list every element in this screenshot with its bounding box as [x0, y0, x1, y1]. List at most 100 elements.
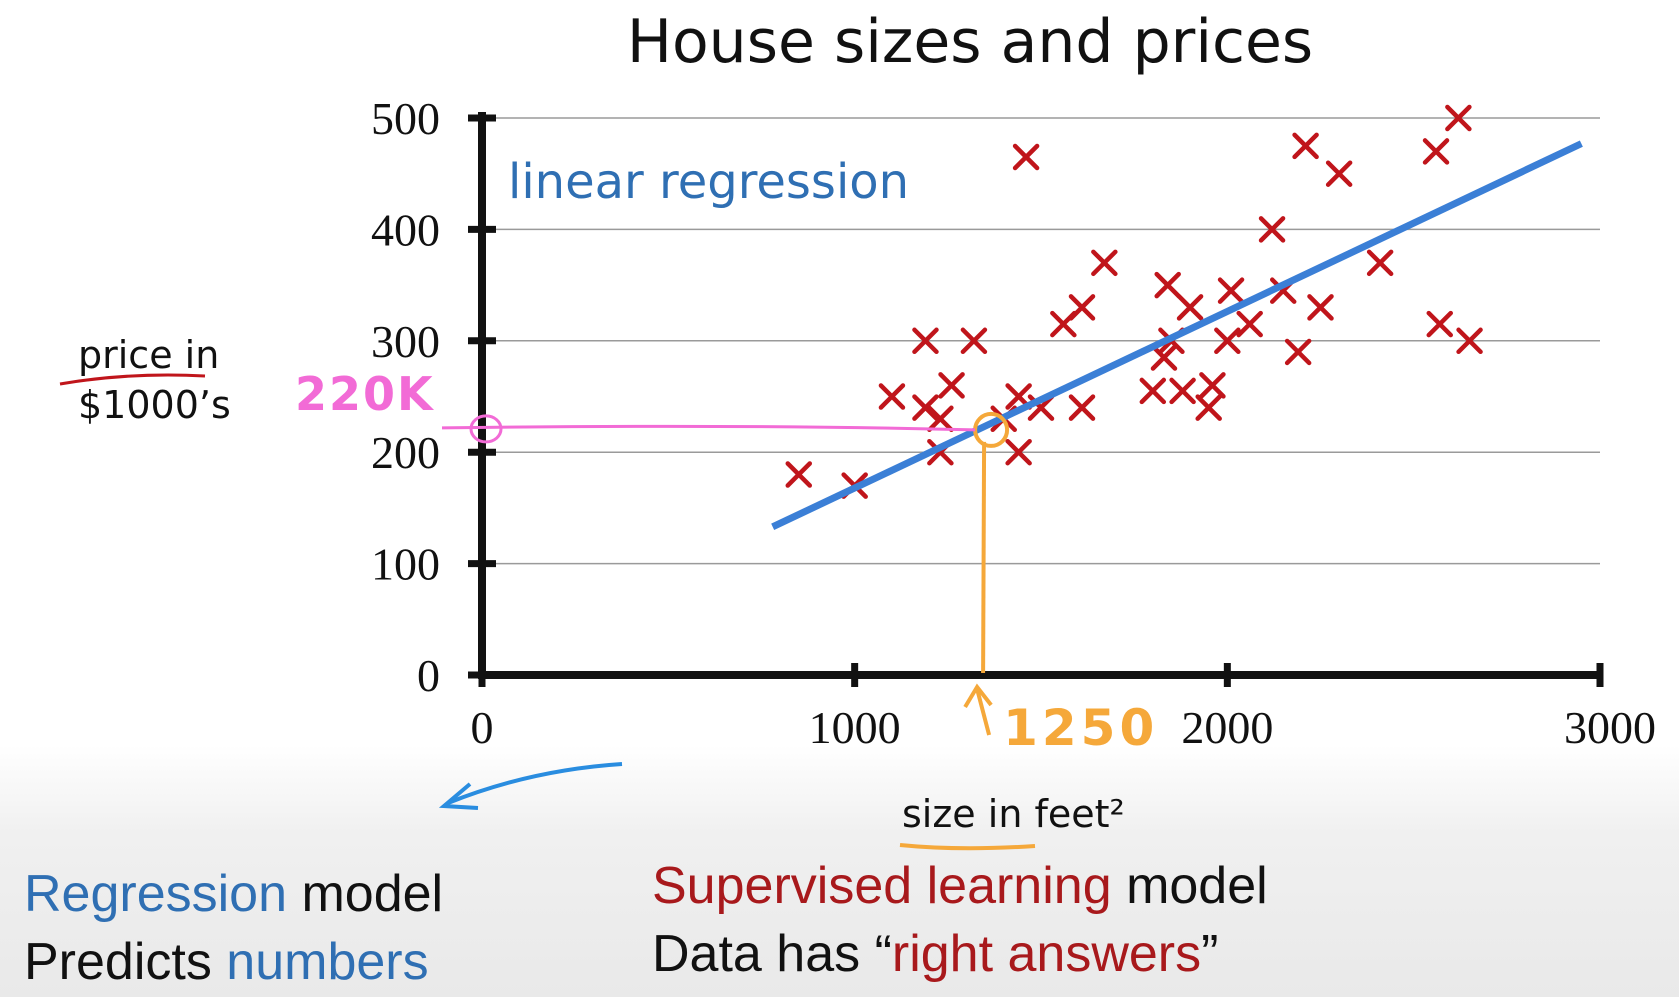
data-point-stroke: [1005, 383, 1032, 410]
annotation-220k: 220K: [295, 367, 435, 421]
data-point: [1445, 104, 1472, 132]
data-point: [1214, 327, 1241, 355]
data-point: [1091, 249, 1118, 277]
y-tick-label: 100: [371, 539, 440, 590]
caption-data-has: Data has “: [652, 925, 892, 983]
axes: [468, 112, 1604, 687]
arrow-annotation-head: [438, 782, 479, 810]
data-point-stroke: [938, 372, 965, 399]
data-point: [1169, 377, 1196, 405]
caption-predicts-numbers: Predicts numbers: [24, 928, 429, 996]
data-point: [1284, 338, 1312, 366]
caption-right-answers: Data has “right answers”: [652, 920, 1218, 988]
y-axis-label-line1: price in: [78, 333, 219, 377]
data-point-stroke: [1366, 249, 1394, 277]
caption-regression-word: Regression: [24, 865, 288, 923]
data-point: [1199, 372, 1226, 399]
caption-supervised-learning: Supervised learning model: [652, 852, 1268, 920]
data-point-stroke: [1258, 216, 1286, 243]
prediction-x-line: [981, 441, 987, 674]
data-point-stroke: [878, 383, 906, 410]
data-point: [785, 461, 813, 488]
data-point: [1292, 132, 1319, 160]
y-tick-label: 200: [371, 427, 440, 478]
x-tick-label: 1000: [809, 702, 901, 753]
y-tick-label: 300: [371, 316, 440, 367]
caption-numbers-word: numbers: [226, 933, 429, 991]
data-point-stroke: [1012, 143, 1040, 171]
data-point-stroke: [1325, 160, 1353, 187]
prediction-x-arrow-shaft: [975, 688, 992, 736]
data-point: [1195, 394, 1222, 421]
data-point: [1176, 294, 1204, 321]
data-point: [1139, 377, 1167, 405]
prediction-y-circle: [469, 414, 503, 444]
chart-title: House sizes and prices: [627, 7, 1313, 77]
data-point-stroke: [912, 394, 939, 421]
y-tick-label: 500: [371, 93, 440, 144]
data-point: [1068, 394, 1096, 421]
data-point-stroke: [1456, 327, 1483, 355]
data-point-stroke: [1005, 438, 1032, 466]
data-point-stroke: [1217, 277, 1245, 304]
regression-line-group: [771, 140, 1583, 531]
data-point: [1150, 344, 1178, 371]
y-tick-label: 400: [371, 204, 440, 255]
caption-model-word-2: model: [1111, 857, 1268, 915]
caption-close-quote: ”: [1201, 925, 1219, 983]
bottom-background: [0, 745, 1679, 997]
data-point-stroke: [1154, 271, 1181, 299]
data-point: [1456, 327, 1483, 355]
data-point: [912, 394, 939, 421]
regression-line: [771, 140, 1583, 531]
x-tick-label: 2000: [1181, 702, 1273, 753]
data-point: [1258, 216, 1286, 243]
caption-predicts-word: Predicts: [24, 933, 227, 991]
data-point: [1426, 310, 1454, 338]
arrow-annotation: [447, 762, 623, 805]
data-point-stroke: [1068, 294, 1096, 321]
data-point-stroke: [785, 461, 813, 488]
caption-model-word: model: [287, 865, 444, 923]
data-point-stroke: [912, 327, 939, 355]
data-point-stroke: [960, 327, 988, 355]
data-point: [1217, 277, 1245, 304]
caption-regression-model: Regression model: [24, 860, 443, 928]
data-point: [1154, 271, 1181, 299]
x-axis-label-underline: [899, 843, 1036, 851]
prediction-x-arrow: [963, 683, 993, 709]
data-point-stroke: [1284, 338, 1312, 366]
data-point: [1422, 138, 1450, 165]
caption-supervised-words: Supervised learning: [652, 857, 1112, 915]
y-axis-label-line2: $1000’s: [78, 383, 231, 427]
data-point: [878, 383, 906, 410]
data-point-stroke: [1195, 394, 1222, 421]
data-point: [1366, 249, 1394, 277]
data-point-stroke: [1292, 132, 1319, 160]
data-point-stroke: [1068, 394, 1096, 421]
data-point-stroke: [1139, 377, 1167, 405]
caption-right-answers-words: right answers: [891, 925, 1202, 983]
gridlines: [482, 117, 1600, 565]
data-point-stroke: [1150, 344, 1178, 371]
data-point-stroke: [1445, 104, 1472, 132]
x-axis-label: size in feet²: [902, 792, 1125, 836]
data-point: [1068, 294, 1096, 321]
data-point: [960, 327, 988, 355]
data-point: [1012, 143, 1040, 171]
data-point-stroke: [1169, 377, 1196, 405]
data-point-stroke: [927, 405, 954, 433]
annotation-1250: 1250: [1003, 699, 1158, 757]
data-point-stroke: [1176, 294, 1204, 321]
x-tick-labels: 0 1000 2000 3000: [471, 702, 1657, 753]
regression-series-label: linear regression: [508, 154, 909, 210]
data-point-stroke: [1027, 394, 1055, 421]
y-tick-label: 0: [417, 650, 440, 701]
data-point-stroke: [1236, 310, 1263, 338]
y-tick-labels: 0 100 200 300 400 500: [371, 93, 440, 701]
x-tick-label: 3000: [1564, 702, 1656, 753]
y-axis-label-underline: [59, 373, 206, 386]
data-point-stroke: [1422, 138, 1450, 165]
prediction-y-line: [441, 424, 976, 432]
